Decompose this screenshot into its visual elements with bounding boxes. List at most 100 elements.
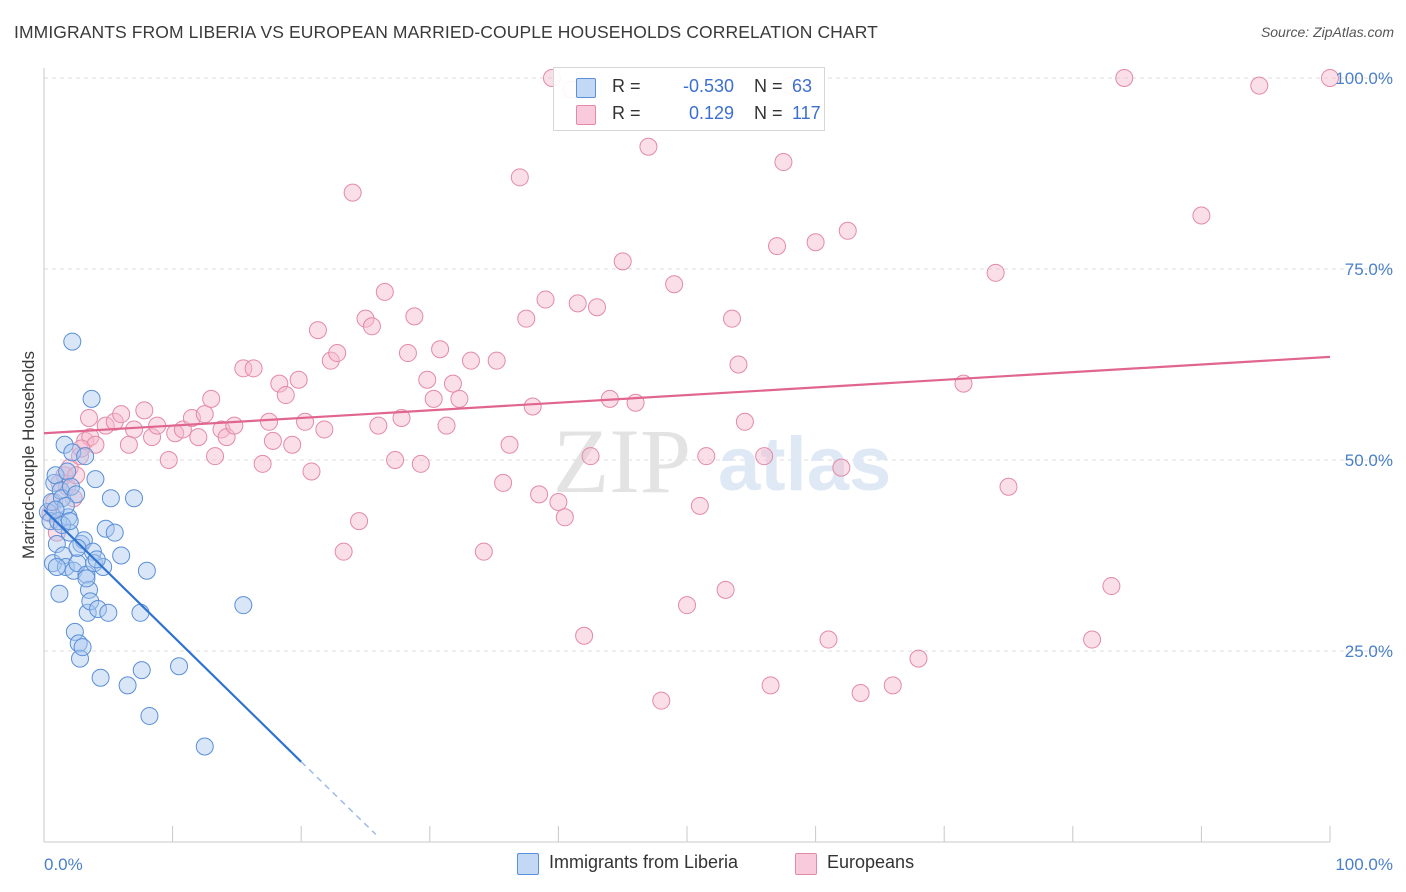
europeans-point	[536, 290, 555, 309]
europeans-point	[343, 183, 362, 202]
europeans-point	[461, 351, 480, 370]
europeans-point	[283, 435, 302, 454]
liberia-point	[170, 657, 189, 676]
tick-labels: 25.0% 50.0% 75.0% 100.0% 0.0% 100.0%	[44, 69, 1393, 874]
liberia-point	[140, 706, 159, 725]
legend-swatch-liberia	[576, 78, 596, 98]
europeans-point	[289, 370, 308, 389]
europeans-point	[424, 389, 443, 408]
liberia-point	[89, 599, 108, 618]
liberia-point	[55, 435, 74, 454]
y-axis-label: Married-couple Households	[19, 351, 38, 559]
europeans-point	[392, 408, 411, 427]
liberia-point	[78, 603, 97, 622]
europeans-point	[690, 496, 709, 515]
europeans-point	[386, 451, 405, 469]
europeans-point	[697, 447, 716, 466]
liberia-point	[81, 592, 100, 611]
europeans-point	[568, 294, 587, 313]
europeans-point	[487, 351, 506, 370]
europeans-point	[398, 344, 417, 363]
europeans-point	[431, 340, 450, 359]
liberia-point	[82, 389, 101, 408]
europeans-point	[665, 275, 684, 294]
europeans-point	[729, 355, 748, 374]
x-tick-label: 0.0%	[44, 855, 83, 874]
liberia-point	[63, 332, 82, 351]
europeans-point	[1192, 206, 1211, 225]
trend-lines	[43, 355, 1331, 835]
europeans-point	[105, 412, 124, 431]
europeans-point	[263, 431, 282, 450]
liberia-point	[50, 584, 69, 603]
legend-r-value: 0.129	[688, 103, 734, 123]
europeans-point	[112, 405, 131, 424]
y-tick-label: 100.0%	[1335, 69, 1393, 88]
europeans-point	[819, 630, 838, 649]
europeans-point	[768, 237, 787, 256]
europeans-point	[253, 454, 272, 473]
europeans-point	[549, 493, 568, 512]
europeans-point	[832, 458, 851, 477]
liberia-point	[76, 447, 95, 466]
liberia-point	[96, 519, 115, 538]
europeans-point	[678, 596, 696, 615]
europeans-point	[350, 512, 369, 531]
europeans-point	[1250, 76, 1269, 95]
europeans-point	[418, 370, 437, 389]
europeans-point	[999, 477, 1018, 496]
europeans-point	[270, 374, 289, 393]
europeans-point	[405, 307, 424, 326]
bottom-legend-label-liberia: Immigrants from Liberia	[549, 852, 739, 872]
liberia-point	[101, 489, 120, 508]
liberia-point	[132, 661, 151, 680]
europeans-point	[613, 252, 632, 271]
europeans-point	[362, 317, 381, 336]
europeans-point	[838, 221, 857, 240]
europeans-point	[639, 137, 658, 156]
europeans-point	[510, 168, 529, 187]
europeans-point	[716, 580, 735, 599]
europeans-point	[474, 542, 493, 561]
liberia-point	[131, 603, 150, 622]
europeans-point	[135, 401, 154, 420]
europeans-point	[206, 447, 225, 466]
europeans-point	[517, 309, 536, 328]
europeans-point	[723, 309, 742, 328]
europeans-point	[437, 416, 456, 435]
europeans-point	[909, 649, 928, 668]
y-tick-label: 50.0%	[1345, 451, 1393, 470]
liberia-point	[46, 500, 65, 519]
europeans-point	[530, 485, 549, 504]
europeans-point	[80, 408, 99, 427]
watermark: ZIP atlas	[553, 410, 891, 512]
x-tick-label: 100.0%	[1335, 855, 1393, 874]
europeans-point	[735, 412, 754, 431]
europeans-point	[119, 435, 138, 454]
liberia-point	[47, 535, 66, 554]
liberia-point	[77, 569, 96, 588]
chart-title: IMMIGRANTS FROM LIBERIA VS EUROPEAN MARR…	[14, 22, 878, 42]
europeans-point	[652, 691, 671, 710]
europeans-point	[761, 676, 780, 695]
europeans-point	[523, 397, 542, 416]
europeans-point	[555, 508, 574, 527]
europeans-point	[575, 626, 594, 645]
europeans-point	[494, 473, 513, 492]
liberia-point	[71, 649, 90, 668]
legend-r-label: R =	[612, 103, 641, 123]
europeans-point	[1083, 630, 1102, 649]
europeans-point	[1102, 577, 1121, 596]
europeans-point	[375, 282, 394, 301]
europeans-point	[334, 542, 353, 561]
watermark-zip: ZIP	[553, 410, 691, 512]
liberia-point	[234, 596, 253, 615]
bottom-legend-swatch-liberia	[517, 853, 539, 875]
liberia-point	[45, 473, 64, 492]
legend-n-value: 117	[792, 103, 821, 123]
europeans-point	[159, 451, 178, 469]
liberia-points	[38, 332, 253, 756]
legend-n-value: 63	[792, 76, 813, 96]
europeans-point	[260, 412, 279, 431]
europeans-point	[308, 321, 327, 340]
